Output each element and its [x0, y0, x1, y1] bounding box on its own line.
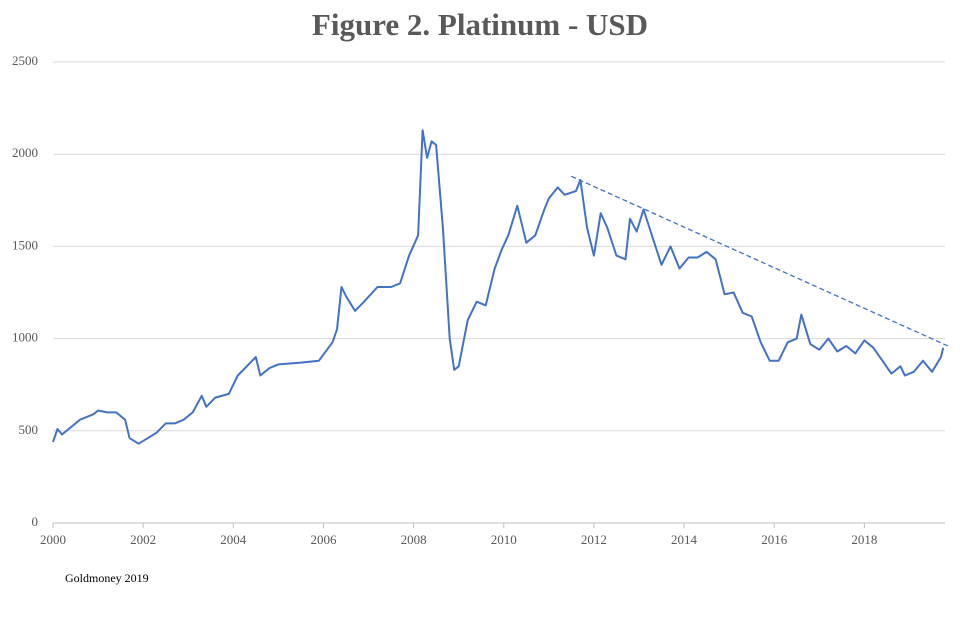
x-tick-label: 2010 — [491, 532, 517, 547]
x-tick-label: 2006 — [310, 532, 337, 547]
x-tick-label: 2016 — [761, 532, 788, 547]
chart-title: Figure 2. Platinum - USD — [312, 7, 648, 42]
x-tick-label: 2004 — [220, 532, 247, 547]
x-tick-label: 2002 — [130, 532, 156, 547]
x-tick-label: 2008 — [401, 532, 427, 547]
source-note: Goldmoney 2019 — [65, 571, 149, 585]
price-line — [52, 129, 945, 445]
y-tick-label: 0 — [32, 514, 39, 529]
y-tick-label: 2000 — [12, 145, 38, 160]
y-tick-label: 2500 — [12, 53, 38, 68]
y-tick-label: 1000 — [12, 330, 38, 345]
x-tick-label: 2014 — [671, 532, 698, 547]
y-tick-label: 500 — [19, 422, 39, 437]
trend-line — [571, 175, 951, 348]
x-tick-label: 2012 — [581, 532, 607, 547]
x-tick-label: 2018 — [851, 532, 877, 547]
x-tick-label: 2000 — [40, 532, 66, 547]
y-tick-label: 1500 — [12, 237, 38, 252]
